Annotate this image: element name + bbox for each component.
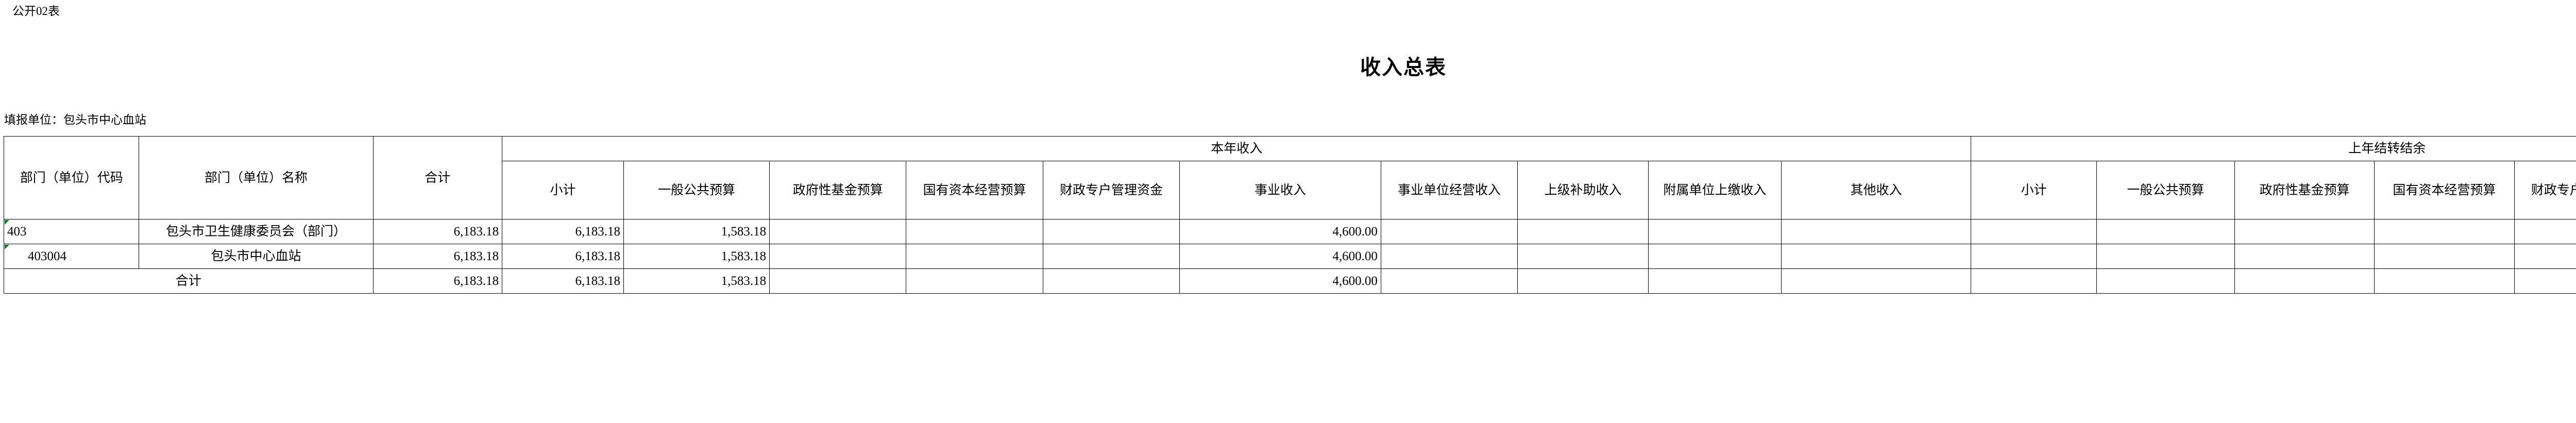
page-title: 收入总表 <box>1360 56 1447 79</box>
cell-cy-business-income: 4,600.00 <box>1179 219 1381 244</box>
form-code-label: 公开02表 <box>12 5 60 18</box>
cell-cy-general-public-budget: 1,583.18 <box>623 219 770 244</box>
cell-cy-superior-subsidy-income <box>1517 244 1649 269</box>
cell-co-subtotal <box>1971 244 2097 269</box>
cell-co-state-capital-budget <box>2374 244 2515 269</box>
cell-grand-total: 6,183.18 <box>372 244 503 269</box>
th-cy-business-operating-income: 事业单位经营收入 <box>1380 161 1518 219</box>
cell-dept-name: 包头市卫生健康委员会（部门） <box>139 219 374 244</box>
cell-co-general-public-budget <box>2096 268 2235 294</box>
cell-cy-fiscal-account-fund <box>1042 268 1180 294</box>
th-dept-code: 部门（单位）代码 <box>3 136 140 219</box>
table-body: 403 包头市卫生健康委员会（部门） 6,183.18 6,183.18 1,5… <box>3 219 2576 294</box>
cell-co-fiscal-account-fund <box>2514 219 2576 244</box>
cell-cy-subordinate-payment-income <box>1648 219 1782 244</box>
cell-cy-gov-fund-budget <box>769 219 907 244</box>
cell-co-gov-fund-budget <box>2234 219 2375 244</box>
th-co-subtotal: 小计 <box>1971 161 2097 219</box>
th-cy-fiscal-account-fund: 财政专户管理资金 <box>1042 161 1180 219</box>
comment-flag-icon <box>5 245 9 249</box>
th-cy-gov-fund-budget: 政府性基金预算 <box>769 161 907 219</box>
cell-cy-general-public-budget: 1,583.18 <box>623 244 770 269</box>
cell-co-gov-fund-budget <box>2234 268 2375 294</box>
cell-cy-superior-subsidy-income <box>1517 268 1649 294</box>
cell-dept-code-text: 403004 <box>28 249 66 263</box>
table-row: 403 包头市卫生健康委员会（部门） 6,183.18 6,183.18 1,5… <box>3 219 2576 244</box>
th-cy-state-capital-budget: 国有资本经营预算 <box>906 161 1043 219</box>
cell-co-gov-fund-budget <box>2234 244 2375 269</box>
cell-cy-business-operating-income <box>1380 268 1518 294</box>
cell-grand-total: 6,183.18 <box>372 219 503 244</box>
cell-total-label: 合计 <box>4 268 374 294</box>
cell-cy-business-income: 4,600.00 <box>1179 244 1381 269</box>
income-summary-table: 部门（单位）代码 部门（单位）名称 合计 本年收入 上年结转结余 小计 一般公共… <box>3 136 2576 294</box>
th-co-gov-fund-budget: 政府性基金预算 <box>2234 161 2375 219</box>
cell-cy-subtotal: 6,183.18 <box>502 268 624 294</box>
cell-cy-business-operating-income <box>1380 219 1518 244</box>
cell-cy-state-capital-budget <box>906 219 1043 244</box>
cell-cy-subtotal: 6,183.18 <box>502 244 624 269</box>
cell-cy-business-operating-income <box>1380 244 1518 269</box>
cell-co-general-public-budget <box>2096 244 2235 269</box>
cell-cy-subordinate-payment-income <box>1648 244 1782 269</box>
cell-co-state-capital-budget <box>2374 268 2515 294</box>
comment-flag-icon <box>5 220 9 225</box>
cell-cy-other-income <box>1781 219 1972 244</box>
cell-dept-code: 403 <box>3 219 140 244</box>
th-dept-name: 部门（单位）名称 <box>139 136 374 219</box>
th-co-fiscal-account-fund: 财政专户管理资金 <box>2514 161 2576 219</box>
cell-dept-code: 403004 <box>3 244 140 269</box>
th-cy-business-income: 事业收入 <box>1179 161 1381 219</box>
cell-co-subtotal <box>1971 219 2097 244</box>
cell-grand-total: 6,183.18 <box>372 268 503 294</box>
th-cy-superior-subsidy-income: 上级补助收入 <box>1517 161 1649 219</box>
th-group-carryover: 上年结转结余 <box>1971 136 2576 162</box>
cell-co-general-public-budget <box>2096 219 2235 244</box>
cell-cy-other-income <box>1781 244 1972 269</box>
cell-cy-business-income: 4,600.00 <box>1179 268 1381 294</box>
th-cy-general-public-budget: 一般公共预算 <box>623 161 770 219</box>
cell-cy-gov-fund-budget <box>769 244 907 269</box>
cell-cy-subtotal: 6,183.18 <box>502 219 624 244</box>
table-total-row: 合计 6,183.18 6,183.18 1,583.18 4,600.00 <box>4 268 2576 294</box>
cell-cy-fiscal-account-fund <box>1042 219 1180 244</box>
cell-cy-general-public-budget: 1,583.18 <box>623 268 770 294</box>
cell-dept-name: 包头市中心血站 <box>139 244 374 269</box>
cell-co-fiscal-account-fund <box>2514 268 2576 294</box>
cell-cy-state-capital-budget <box>906 268 1043 294</box>
th-co-general-public-budget: 一般公共预算 <box>2096 161 2235 219</box>
th-cy-other-income: 其他收入 <box>1781 161 1972 219</box>
cell-cy-fiscal-account-fund <box>1042 244 1180 269</box>
cell-cy-gov-fund-budget <box>769 268 907 294</box>
header-group-row: 部门（单位）代码 部门（单位）名称 合计 本年收入 上年结转结余 <box>3 136 2576 219</box>
income-summary-table-container: 部门（单位）代码 部门（单位）名称 合计 本年收入 上年结转结余 小计 一般公共… <box>3 136 2576 294</box>
cell-co-state-capital-budget <box>2374 219 2515 244</box>
th-co-state-capital-budget: 国有资本经营预算 <box>2374 161 2515 219</box>
th-cy-subordinate-payment-income: 附属单位上缴收入 <box>1648 161 1782 219</box>
cell-cy-superior-subsidy-income <box>1517 219 1649 244</box>
th-cy-subtotal: 小计 <box>502 161 624 219</box>
cell-cy-other-income <box>1781 268 1972 294</box>
table-row: 403004 包头市中心血站 6,183.18 6,183.18 1,583.1… <box>3 244 2576 269</box>
cell-cy-subordinate-payment-income <box>1648 268 1782 294</box>
cell-dept-code-text: 403 <box>7 225 27 239</box>
th-group-current-year: 本年收入 <box>502 136 1972 162</box>
table-header: 部门（单位）代码 部门（单位）名称 合计 本年收入 上年结转结余 小计 一般公共… <box>3 136 2576 219</box>
cell-cy-state-capital-budget <box>906 244 1043 269</box>
th-grand-total: 合计 <box>372 136 503 219</box>
meta-row: 填报单位：包头市中心血站 单位：万元 <box>0 110 2576 126</box>
reporting-unit-label: 填报单位：包头市中心血站 <box>4 113 146 126</box>
cell-co-fiscal-account-fund <box>2514 244 2576 269</box>
cell-co-subtotal <box>1971 268 2097 294</box>
